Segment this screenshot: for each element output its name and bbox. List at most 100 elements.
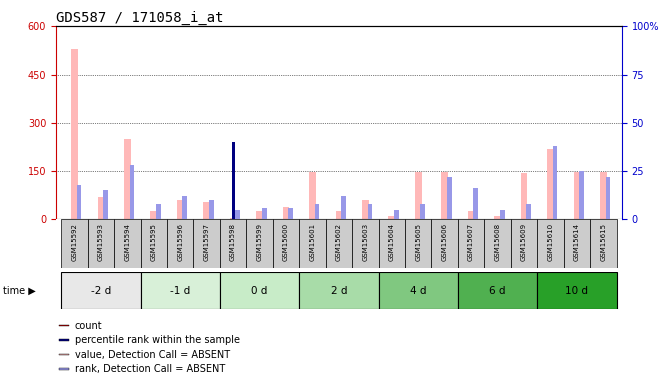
Text: GSM15614: GSM15614 (574, 223, 580, 261)
Bar (520, 173, 527, 219)
Bar (574, 172, 580, 219)
Bar (605, 177, 611, 219)
Bar (378, 272, 458, 309)
Bar (473, 189, 478, 219)
Text: GSM15605: GSM15605 (415, 223, 421, 261)
Bar (59, 325, 69, 326)
Text: GSM15606: GSM15606 (442, 223, 447, 261)
Bar (362, 200, 368, 219)
Bar (299, 219, 326, 268)
Text: GSM15594: GSM15594 (124, 223, 130, 261)
Bar (394, 210, 399, 219)
Bar (309, 172, 316, 219)
Bar (352, 219, 378, 268)
Text: 6 d: 6 d (490, 286, 506, 296)
Bar (553, 146, 557, 219)
Bar (405, 219, 432, 268)
Bar (203, 202, 210, 219)
Bar (59, 354, 69, 355)
Bar (97, 197, 104, 219)
Bar (182, 196, 188, 219)
Bar (61, 272, 141, 309)
Text: GSM15608: GSM15608 (495, 223, 501, 261)
Bar (59, 368, 69, 369)
Text: -2 d: -2 d (91, 286, 111, 296)
Bar (232, 142, 235, 219)
Bar (442, 172, 448, 219)
Bar (388, 216, 395, 219)
Bar (141, 272, 220, 309)
Text: GSM15603: GSM15603 (363, 223, 368, 261)
Bar (156, 204, 161, 219)
Text: GSM15597: GSM15597 (204, 223, 210, 261)
Bar (336, 211, 342, 219)
Text: -1 d: -1 d (170, 286, 190, 296)
Bar (326, 219, 352, 268)
Text: 10 d: 10 d (565, 286, 588, 296)
Bar (236, 210, 240, 219)
Bar (288, 208, 293, 219)
Bar (71, 49, 78, 219)
Text: GSM15610: GSM15610 (547, 223, 553, 261)
Bar (537, 219, 564, 268)
Bar (564, 219, 590, 268)
Text: GSM15596: GSM15596 (177, 223, 183, 261)
Bar (141, 219, 167, 268)
Text: GSM15595: GSM15595 (151, 223, 157, 261)
Bar (209, 200, 214, 219)
Text: count: count (74, 321, 102, 331)
Bar (600, 172, 607, 219)
Bar (273, 219, 299, 268)
Bar (415, 172, 422, 219)
Bar (88, 219, 114, 268)
Text: GSM15601: GSM15601 (309, 223, 315, 261)
Text: rank, Detection Call = ABSENT: rank, Detection Call = ABSENT (74, 364, 225, 374)
Bar (468, 211, 474, 219)
Bar (484, 219, 511, 268)
Bar (103, 190, 108, 219)
Bar (232, 210, 235, 219)
Bar (77, 184, 82, 219)
Bar (341, 196, 346, 219)
Text: value, Detection Call = ABSENT: value, Detection Call = ABSENT (74, 350, 230, 360)
Text: percentile rank within the sample: percentile rank within the sample (74, 335, 240, 345)
Bar (315, 204, 319, 219)
Bar (378, 219, 405, 268)
Text: GSM15598: GSM15598 (230, 223, 236, 261)
Bar (458, 219, 484, 268)
Text: GSM15593: GSM15593 (98, 223, 104, 261)
Text: GSM15615: GSM15615 (600, 223, 606, 261)
Bar (537, 272, 617, 309)
Text: GSM15602: GSM15602 (336, 223, 342, 261)
Bar (114, 219, 141, 268)
Bar (230, 218, 236, 219)
Bar (511, 219, 537, 268)
Bar (458, 272, 537, 309)
Bar (220, 272, 299, 309)
Text: GDS587 / 171058_i_at: GDS587 / 171058_i_at (56, 11, 224, 25)
Text: GSM15609: GSM15609 (521, 223, 527, 261)
Text: 2 d: 2 d (330, 286, 347, 296)
Bar (61, 219, 88, 268)
Bar (368, 204, 372, 219)
Text: GSM15592: GSM15592 (72, 223, 78, 261)
Bar (283, 207, 290, 219)
Bar (124, 139, 131, 219)
Bar (447, 177, 451, 219)
Text: GSM15599: GSM15599 (257, 223, 263, 261)
Bar (220, 219, 246, 268)
Bar (151, 211, 157, 219)
Bar (256, 211, 263, 219)
Text: GSM15607: GSM15607 (468, 223, 474, 261)
Bar (500, 210, 505, 219)
Bar (420, 204, 425, 219)
Bar (579, 171, 584, 219)
Bar (262, 208, 266, 219)
Bar (590, 219, 617, 268)
Text: GSM15604: GSM15604 (389, 223, 395, 261)
Text: time ▶: time ▶ (3, 286, 36, 296)
Bar (526, 204, 531, 219)
Bar (299, 272, 378, 309)
Bar (167, 219, 193, 268)
Bar (59, 339, 69, 341)
